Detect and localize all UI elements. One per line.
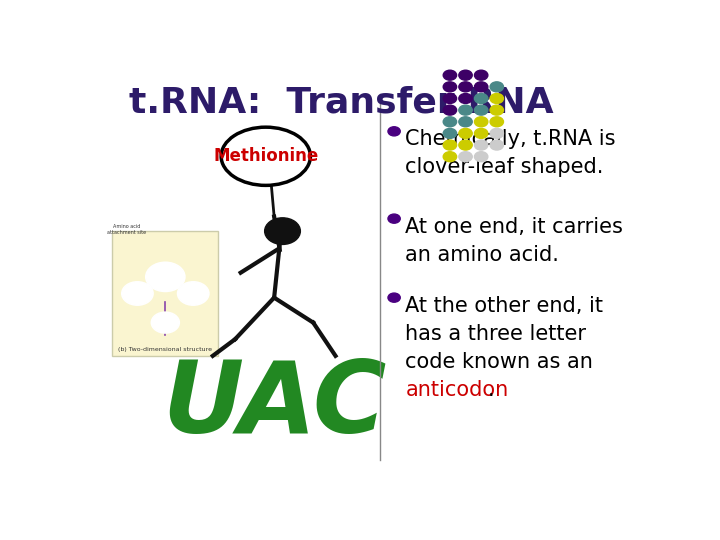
Circle shape <box>444 70 456 80</box>
Circle shape <box>490 93 503 104</box>
Text: Methionine: Methionine <box>213 147 318 165</box>
Circle shape <box>459 140 472 150</box>
Text: At the other end, it
has a three letter
code known as an: At the other end, it has a three letter … <box>405 295 603 372</box>
Circle shape <box>474 93 488 104</box>
Circle shape <box>122 282 153 305</box>
Circle shape <box>444 82 456 92</box>
Text: At one end, it carries
an amino acid.: At one end, it carries an amino acid. <box>405 217 623 265</box>
Text: anticodon: anticodon <box>405 380 508 400</box>
Circle shape <box>459 117 472 127</box>
Circle shape <box>151 312 179 333</box>
Circle shape <box>490 117 503 127</box>
Circle shape <box>388 214 400 223</box>
Circle shape <box>459 93 472 104</box>
Circle shape <box>178 282 209 305</box>
Circle shape <box>459 70 472 80</box>
Circle shape <box>490 82 503 92</box>
Circle shape <box>490 105 503 115</box>
Circle shape <box>459 105 472 115</box>
Circle shape <box>145 262 185 292</box>
Circle shape <box>474 129 488 138</box>
Circle shape <box>459 152 472 161</box>
Circle shape <box>490 129 503 138</box>
Circle shape <box>459 129 472 138</box>
Circle shape <box>474 117 488 127</box>
Circle shape <box>444 129 456 138</box>
Circle shape <box>474 152 488 161</box>
Text: (b) Two-dimensional structure: (b) Two-dimensional structure <box>118 347 212 352</box>
Circle shape <box>444 93 456 104</box>
Ellipse shape <box>221 127 310 185</box>
Circle shape <box>388 293 400 302</box>
Circle shape <box>490 140 503 150</box>
Circle shape <box>444 117 456 127</box>
Text: UAC: UAC <box>163 357 387 454</box>
Circle shape <box>444 105 456 115</box>
Text: t.RNA:  Transfer RNA: t.RNA: Transfer RNA <box>129 85 554 119</box>
FancyBboxPatch shape <box>112 231 218 356</box>
Circle shape <box>459 82 472 92</box>
Circle shape <box>474 70 488 80</box>
Text: Amino acid
attachment site: Amino acid attachment site <box>107 225 146 235</box>
Text: Chemically, t.RNA is
clover-leaf shaped.: Chemically, t.RNA is clover-leaf shaped. <box>405 129 616 177</box>
Text: .: . <box>488 380 495 400</box>
Circle shape <box>388 127 400 136</box>
Circle shape <box>444 140 456 150</box>
Circle shape <box>474 105 488 115</box>
Circle shape <box>265 218 300 245</box>
Circle shape <box>474 140 488 150</box>
Circle shape <box>444 152 456 161</box>
Circle shape <box>474 82 488 92</box>
